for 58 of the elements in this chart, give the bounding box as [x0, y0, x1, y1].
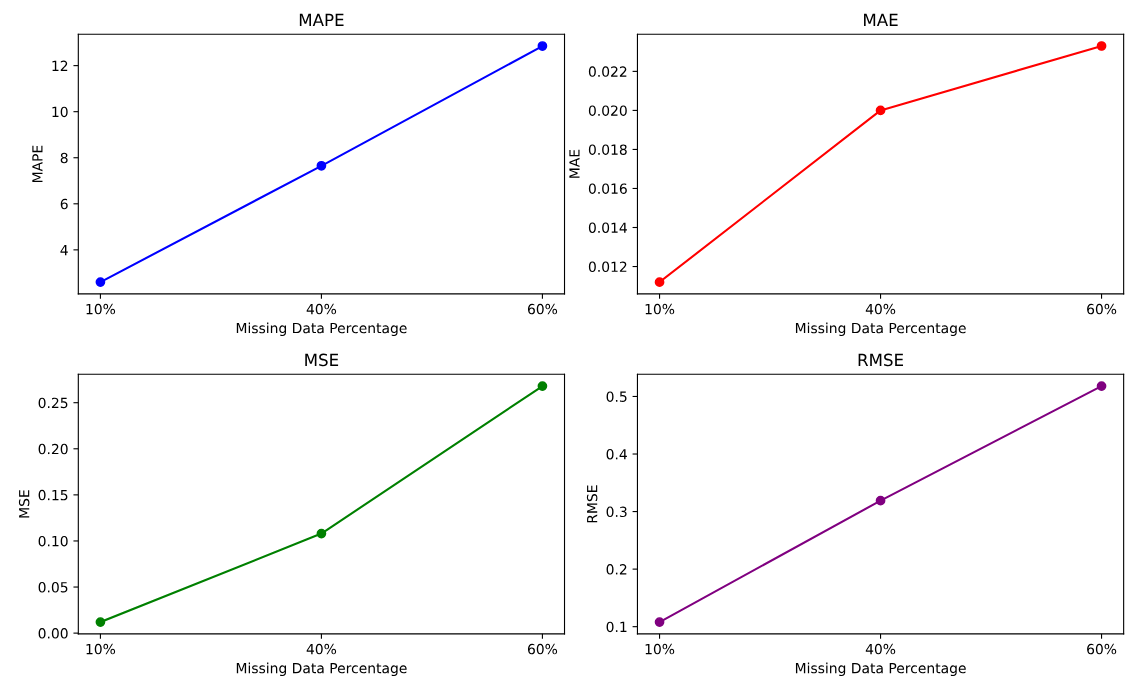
y-tick-label: 0.1 [606, 621, 627, 633]
y-tick-label: 0.016 [588, 183, 627, 194]
point [654, 277, 665, 288]
x-tick-label: 60% [1087, 303, 1117, 315]
point [95, 617, 106, 627]
y-tick-label: 10 [52, 106, 68, 118]
point [95, 277, 106, 287]
y-axis-title: MAE [569, 149, 580, 178]
chart-title: RMSE [858, 353, 904, 367]
point [1096, 381, 1107, 391]
x-tick-label: 40% [306, 643, 337, 655]
point [537, 381, 548, 391]
y-tick-label: 0.5 [606, 391, 627, 402]
y-tick-label: 0.3 [606, 506, 627, 518]
y-tick-label: 0.05 [38, 582, 68, 593]
x-tick-label: 60% [527, 643, 558, 655]
x-axis-title: Missing Data Percentage [795, 662, 966, 677]
y-tick-label: 0.15 [38, 489, 68, 501]
y-tick-label: 0.2 [606, 564, 627, 575]
chart-title: MSE [305, 353, 339, 367]
y-tick-label: 0.014 [588, 222, 627, 233]
point [875, 105, 886, 116]
y-tick-label: 0.020 [588, 105, 627, 116]
y-tick-label: 6 [60, 198, 68, 210]
y-tick-label: 12 [52, 60, 68, 71]
y-axis-title: MSE [18, 490, 30, 518]
x-tick-label: 10% [86, 643, 116, 655]
chart-title: MAE [864, 13, 898, 26]
y-tick-label: 8 [60, 152, 68, 164]
chart-title: MAPE [299, 13, 344, 26]
y-tick-label: 0.10 [38, 535, 68, 547]
y-tick-label: 0.25 [38, 397, 68, 409]
y-tick-label: 0.20 [38, 443, 68, 455]
x-axis-title: Missing Data Percentage [236, 662, 407, 677]
y-tick-label: 0.012 [588, 261, 627, 272]
point [1096, 41, 1107, 51]
x-tick-label: 10% [645, 303, 675, 315]
x-tick-label: 60% [527, 303, 558, 315]
point [537, 41, 548, 51]
y-tick-label: 0.00 [38, 628, 68, 639]
y-axis-title: RMSE [586, 485, 598, 523]
x-tick-label: 60% [1087, 643, 1117, 655]
point [875, 495, 886, 506]
x-axis-title: Missing Data Percentage [236, 322, 407, 337]
x-tick-label: 40% [865, 643, 896, 655]
x-tick-label: 40% [865, 303, 896, 315]
point [316, 160, 327, 171]
x-tick-label: 10% [645, 643, 675, 655]
y-tick-label: 4 [60, 245, 68, 256]
point [316, 528, 327, 539]
y-tick-label: 0.018 [588, 144, 627, 155]
y-axis-title: MAPE [32, 145, 43, 183]
point [654, 617, 665, 627]
y-tick-label: 0.4 [606, 448, 627, 460]
x-tick-label: 40% [306, 303, 337, 315]
y-tick-label: 0.022 [588, 66, 627, 77]
x-tick-label: 10% [86, 303, 116, 315]
x-axis-title: Missing Data Percentage [795, 322, 966, 337]
